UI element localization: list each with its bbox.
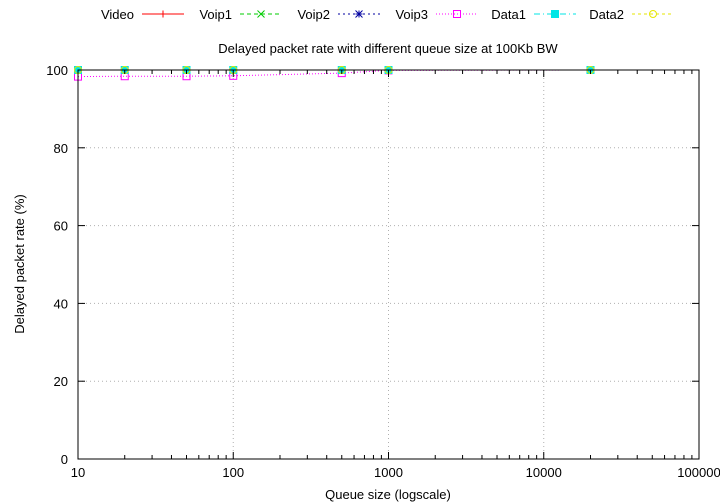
legend-marker [159, 10, 167, 18]
x-tick-label: 10000 [526, 465, 562, 480]
y-tick-label: 0 [61, 452, 68, 467]
legend-marker [355, 10, 363, 18]
x-axis-label: Queue size (logscale) [325, 487, 451, 502]
chart-title: Delayed packet rate with different queue… [218, 41, 558, 56]
y-tick-label: 100 [46, 63, 68, 78]
legend-marker [551, 10, 559, 18]
series-line-voip3 [77, 69, 591, 78]
legend-marker [649, 10, 657, 18]
legend-label: Video [101, 7, 134, 22]
plot-area-frame [77, 69, 700, 460]
chart-legend: Video Voip1 Voip2 Voip3 Data1 Data2 [101, 7, 674, 22]
axis-ticks: 0 20 40 60 80 100 10 100 1000 10000 100000 [46, 63, 720, 480]
legend-item-video: Video [101, 7, 184, 22]
y-tick-label: 40 [54, 296, 68, 311]
legend-item-data2: Data2 [589, 7, 674, 22]
y-axis-label: Delayed packet rate (%) [12, 194, 27, 333]
legend-marker [257, 10, 265, 18]
legend-item-data1: Data1 [491, 7, 576, 22]
legend-label: Data2 [589, 7, 624, 22]
y-tick-label: 20 [54, 374, 68, 389]
legend-label: Voip3 [395, 7, 428, 22]
y-tick-label: 60 [54, 219, 68, 234]
x-tick-label: 100000 [677, 465, 720, 480]
legend-item-voip1: Voip1 [199, 7, 282, 22]
legend-marker [453, 10, 461, 18]
legend-label: Voip2 [297, 7, 330, 22]
x-tick-label: 10 [71, 465, 85, 480]
x-tick-label: 1000 [374, 465, 403, 480]
legend-label: Data1 [491, 7, 526, 22]
legend-item-voip3: Voip3 [395, 7, 478, 22]
x-tick-label: 100 [222, 465, 244, 480]
legend-item-voip2: Voip2 [297, 7, 380, 22]
y-tick-label: 80 [54, 141, 68, 156]
legend-label: Voip1 [199, 7, 232, 22]
chart-grid [78, 70, 699, 459]
